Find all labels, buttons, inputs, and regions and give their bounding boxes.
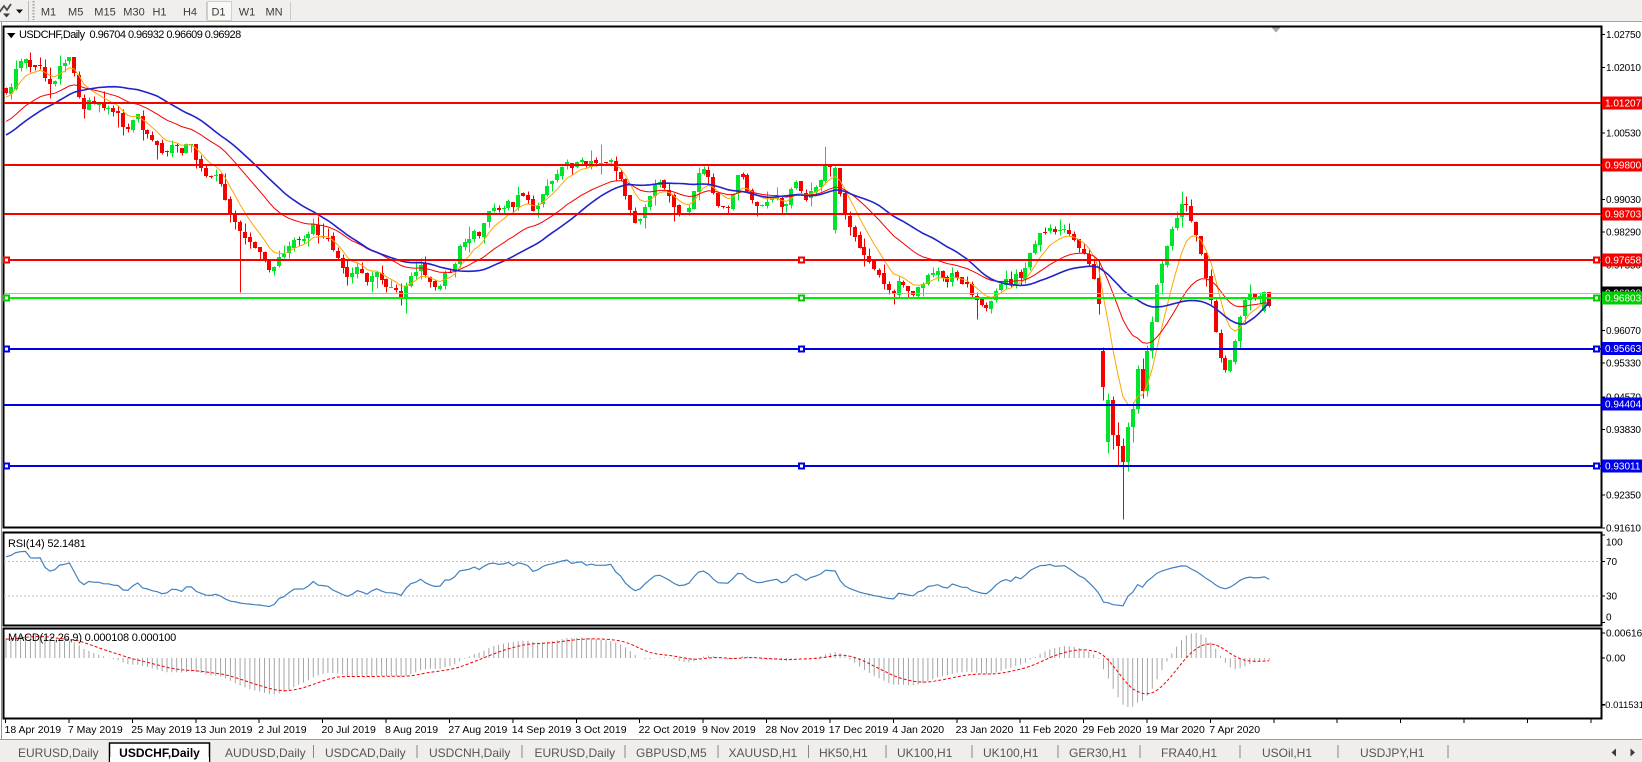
svg-text:100: 100 xyxy=(1606,538,1623,549)
svg-text:20 Jul 2019: 20 Jul 2019 xyxy=(322,724,376,736)
svg-text:23 Jan 2020: 23 Jan 2020 xyxy=(956,724,1014,736)
svg-text:3 Oct 2019: 3 Oct 2019 xyxy=(575,724,627,736)
svg-text:H1: H1 xyxy=(152,7,166,19)
svg-text:EURUSD,Daily: EURUSD,Daily xyxy=(18,746,99,760)
svg-text:0.99800: 0.99800 xyxy=(1605,161,1642,172)
svg-text:M30: M30 xyxy=(123,7,144,19)
svg-text:XAUUSD,H1: XAUUSD,H1 xyxy=(729,746,798,760)
svg-text:0.97658: 0.97658 xyxy=(1605,256,1642,267)
svg-text:9 Nov 2019: 9 Nov 2019 xyxy=(702,724,756,736)
svg-text:USDCNH,Daily: USDCNH,Daily xyxy=(429,746,510,760)
svg-text:27 Aug 2019: 27 Aug 2019 xyxy=(448,724,507,736)
svg-text:8 Aug 2019: 8 Aug 2019 xyxy=(385,724,438,736)
svg-text:M15: M15 xyxy=(94,7,115,19)
svg-text:USDCHF,Daily 0.96704 0.96932: USDCHF,Daily 0.96704 0.96932 0.96609 0.9… xyxy=(19,29,241,41)
svg-text:EURUSD,Daily: EURUSD,Daily xyxy=(535,746,616,760)
svg-text:13 Jun 2019: 13 Jun 2019 xyxy=(195,724,253,736)
svg-text:1.01207: 1.01207 xyxy=(1605,99,1642,110)
svg-text:0.006167: 0.006167 xyxy=(1606,629,1642,640)
svg-text:29 Feb 2020: 29 Feb 2020 xyxy=(1083,724,1142,736)
svg-text:MACD(12,26,9) 0.000108 0.00010: MACD(12,26,9) 0.000108 0.000100 xyxy=(8,632,176,644)
svg-text:0.00: 0.00 xyxy=(1606,654,1626,665)
svg-text:M1: M1 xyxy=(41,7,56,19)
svg-text:0.93830: 0.93830 xyxy=(1606,425,1641,436)
svg-text:W1: W1 xyxy=(239,7,256,19)
svg-text:RSI(14) 52.1481: RSI(14) 52.1481 xyxy=(8,538,86,550)
svg-text:GBPUSD,M5: GBPUSD,M5 xyxy=(636,746,707,760)
svg-text:0.95330: 0.95330 xyxy=(1606,359,1641,370)
svg-text:AUDUSD,Daily: AUDUSD,Daily xyxy=(225,746,306,760)
svg-text:11 Feb 2020: 11 Feb 2020 xyxy=(1019,724,1077,736)
svg-text:0: 0 xyxy=(1606,612,1612,623)
svg-text:0.93011: 0.93011 xyxy=(1605,462,1641,473)
svg-text:4 Jan 2020: 4 Jan 2020 xyxy=(892,724,944,736)
svg-text:USDJPY,H1: USDJPY,H1 xyxy=(1360,746,1425,760)
svg-text:18 Apr 2019: 18 Apr 2019 xyxy=(5,724,62,736)
svg-text:7 May 2019: 7 May 2019 xyxy=(68,724,123,736)
svg-text:1.02010: 1.02010 xyxy=(1606,63,1641,74)
svg-text:70: 70 xyxy=(1606,557,1618,568)
svg-text:GER30,H1: GER30,H1 xyxy=(1069,746,1127,760)
svg-text:HK50,H1: HK50,H1 xyxy=(819,746,868,760)
svg-text:7 Apr 2020: 7 Apr 2020 xyxy=(1209,724,1260,736)
svg-text:0.96070: 0.96070 xyxy=(1606,326,1641,337)
svg-text:25 May 2019: 25 May 2019 xyxy=(131,724,192,736)
svg-text:22 Oct 2019: 22 Oct 2019 xyxy=(639,724,696,736)
svg-text:2 Jul 2019: 2 Jul 2019 xyxy=(258,724,307,736)
svg-text:UK100,H1: UK100,H1 xyxy=(983,746,1039,760)
svg-text:D1: D1 xyxy=(211,7,225,19)
svg-text:H4: H4 xyxy=(183,7,197,19)
svg-text:USDCHF,Daily: USDCHF,Daily xyxy=(119,746,200,760)
svg-text:0.94404: 0.94404 xyxy=(1605,400,1642,411)
svg-text:UK100,H1: UK100,H1 xyxy=(897,746,953,760)
svg-text:MN: MN xyxy=(265,7,282,19)
svg-text:0.95663: 0.95663 xyxy=(1605,344,1642,355)
svg-text:17 Dec 2019: 17 Dec 2019 xyxy=(829,724,889,736)
svg-text:0.98703: 0.98703 xyxy=(1605,210,1642,221)
svg-text:1.00530: 1.00530 xyxy=(1606,129,1641,140)
svg-text:M5: M5 xyxy=(68,7,83,19)
svg-text:0.96803: 0.96803 xyxy=(1605,294,1642,305)
svg-text:14 Sep 2019: 14 Sep 2019 xyxy=(512,724,572,736)
svg-text:0.98290: 0.98290 xyxy=(1606,228,1641,239)
svg-text:0.91610: 0.91610 xyxy=(1606,524,1641,535)
svg-text:1.02750: 1.02750 xyxy=(1606,30,1641,41)
svg-text:-0.011531: -0.011531 xyxy=(1602,700,1642,711)
svg-text:0.92350: 0.92350 xyxy=(1606,491,1641,502)
svg-text:19 Mar 2020: 19 Mar 2020 xyxy=(1146,724,1205,736)
svg-text:USOil,H1: USOil,H1 xyxy=(1262,746,1312,760)
svg-text:30: 30 xyxy=(1606,592,1618,603)
svg-text:FRA40,H1: FRA40,H1 xyxy=(1161,746,1217,760)
svg-text:USDCAD,Daily: USDCAD,Daily xyxy=(325,746,406,760)
svg-text:0.99030: 0.99030 xyxy=(1606,195,1641,206)
svg-text:28 Nov 2019: 28 Nov 2019 xyxy=(765,724,825,736)
